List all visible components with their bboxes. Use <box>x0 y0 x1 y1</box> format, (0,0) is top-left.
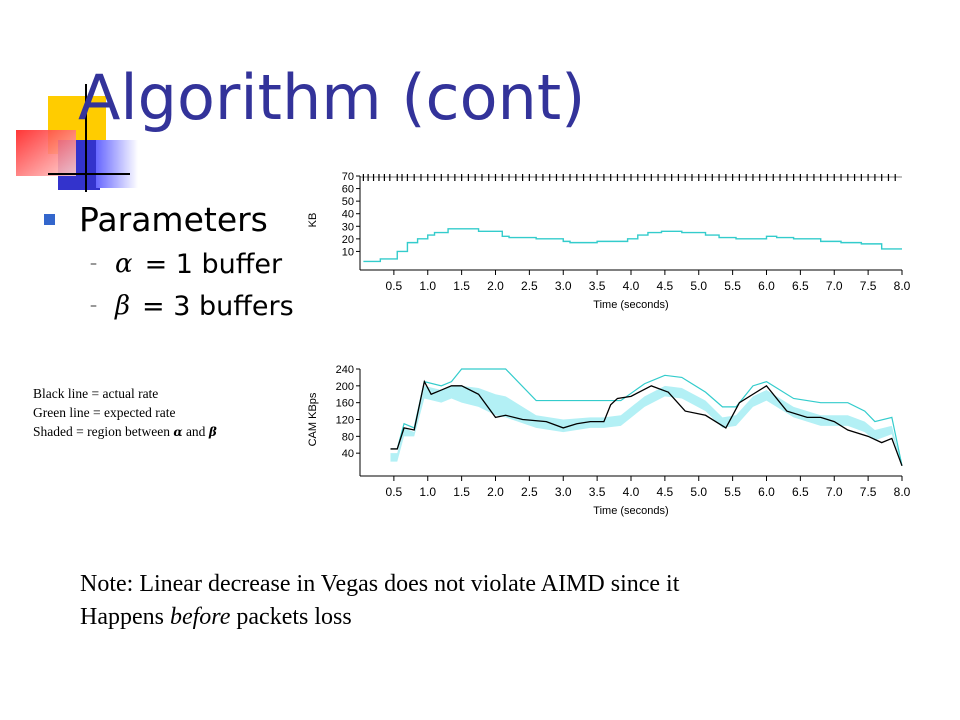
x-tick-label: 2.0 <box>487 279 504 293</box>
chart-legend-text: Black line = actual rate Green line = ex… <box>33 384 217 442</box>
y-tick-label: 50 <box>342 196 354 208</box>
y-tick-label: 120 <box>336 415 354 427</box>
series-window-size <box>363 228 902 263</box>
x-tick-label: 4.0 <box>623 279 640 293</box>
series-actual-rate <box>390 379 903 467</box>
x-tick-label: 1.0 <box>419 279 436 293</box>
x-tick-label: 4.5 <box>657 279 674 293</box>
y-tick-label: 40 <box>342 209 354 221</box>
x-tick-label: 0.5 <box>386 279 403 293</box>
note-packets-loss: packets loss <box>236 604 352 630</box>
y-tick-label: 240 <box>336 364 354 376</box>
y-tick-label: 200 <box>336 381 354 393</box>
note-line-2: Happens before packets loss <box>80 601 679 634</box>
y-axis-title: CAM KBps <box>307 392 319 446</box>
y-tick-label: 30 <box>342 221 354 233</box>
y-tick-label: 40 <box>342 448 354 460</box>
note-text: Note: Linear decrease in Vegas does not … <box>80 568 679 634</box>
y-tick-label: 160 <box>336 398 354 410</box>
x-tick-label: 6.5 <box>792 279 809 293</box>
x-tick-label: 1.5 <box>453 485 470 499</box>
x-axis-title: Time (seconds) <box>593 505 668 517</box>
y-tick-label: 80 <box>342 431 354 443</box>
dash-icon: – <box>90 256 97 272</box>
deco-blue-fade <box>96 140 138 188</box>
slide-title: Algorithm (cont) <box>78 61 586 134</box>
legend-beta: β <box>208 425 217 439</box>
legend-shaded-prefix: Shaded = region between <box>33 424 170 439</box>
bullet-parameters: Parameters <box>44 196 268 242</box>
y-axis-title: KB <box>307 213 319 228</box>
x-tick-label: 2.5 <box>521 485 538 499</box>
x-tick-label: 8.0 <box>894 279 911 293</box>
note-happens: Happens <box>80 604 164 630</box>
x-tick-label: 1.0 <box>419 485 436 499</box>
x-tick-label: 7.0 <box>826 485 843 499</box>
x-tick-label: 6.5 <box>792 485 809 499</box>
chart-sending-rate: 0.5 1.0 1.5 2.0 2.5 3.0 3.5 4.0 4.5 5.0 5.5 6.0 6.5 7… <box>307 364 911 517</box>
series-expected-rate <box>390 368 903 466</box>
x-tick-label: 6.0 <box>758 279 775 293</box>
x-tick-label: 3.0 <box>555 485 572 499</box>
title-decoration <box>16 84 138 192</box>
beta-value: = 3 buffers <box>142 290 294 322</box>
legend-expected: Green line = expected rate <box>33 405 176 420</box>
dash-icon: – <box>90 298 97 314</box>
x-tick-label: 6.0 <box>758 485 775 499</box>
note-line-1: Note: Linear decrease in Vegas does not … <box>80 571 680 597</box>
note-before: before <box>169 604 231 630</box>
beta-symbol: β <box>115 291 131 321</box>
x-tick-label: 7.5 <box>860 279 877 293</box>
y-tick-label: 70 <box>342 171 354 183</box>
x-tick-label: 2.0 <box>487 485 504 499</box>
bullet-square-icon <box>44 213 55 225</box>
legend-shaded: Shaded = region between α and β <box>33 422 217 442</box>
shaded-region <box>390 385 902 466</box>
x-tick-label: 3.0 <box>555 279 572 293</box>
x-tick-label: 2.5 <box>521 279 538 293</box>
x-tick-label: 8.0 <box>894 485 911 499</box>
x-tick-label: 5.0 <box>690 279 707 293</box>
bullet-parameters-label: Parameters <box>79 199 268 239</box>
x-tick-label: 7.5 <box>860 485 877 499</box>
x-tick-label: 0.5 <box>386 485 403 499</box>
x-tick-label: 3.5 <box>589 485 606 499</box>
x-tick-label: 3.5 <box>589 279 606 293</box>
alpha-symbol: α <box>115 249 133 279</box>
y-tick-label: 20 <box>342 234 354 246</box>
x-tick-label: 5.5 <box>724 279 741 293</box>
legend-actual: Black line = actual rate <box>33 386 159 401</box>
x-tick-label: 4.5 <box>657 485 674 499</box>
chart-window-size: 0.5 1.0 1.5 2.0 2.5 3.0 3.5 4.0 4.5 5.0 5.5 6.0 6.5 7… <box>307 171 911 311</box>
x-tick-label: 7.0 <box>826 279 843 293</box>
legend-and: and <box>185 424 206 439</box>
param-beta: – β = 3 buffers <box>90 288 294 324</box>
legend-alpha: α <box>173 425 183 439</box>
alpha-value: = 1 buffer <box>144 248 283 280</box>
x-tick-label: 5.0 <box>690 485 707 499</box>
x-tick-label: 1.5 <box>453 279 470 293</box>
x-tick-label: 5.5 <box>724 485 741 499</box>
deco-red-square <box>16 130 76 176</box>
param-alpha: – α = 1 buffer <box>90 246 282 282</box>
x-tick-label: 4.0 <box>623 485 640 499</box>
y-tick-label: 10 <box>342 246 354 258</box>
x-axis-title: Time (seconds) <box>593 299 668 311</box>
y-tick-label: 60 <box>342 184 354 196</box>
